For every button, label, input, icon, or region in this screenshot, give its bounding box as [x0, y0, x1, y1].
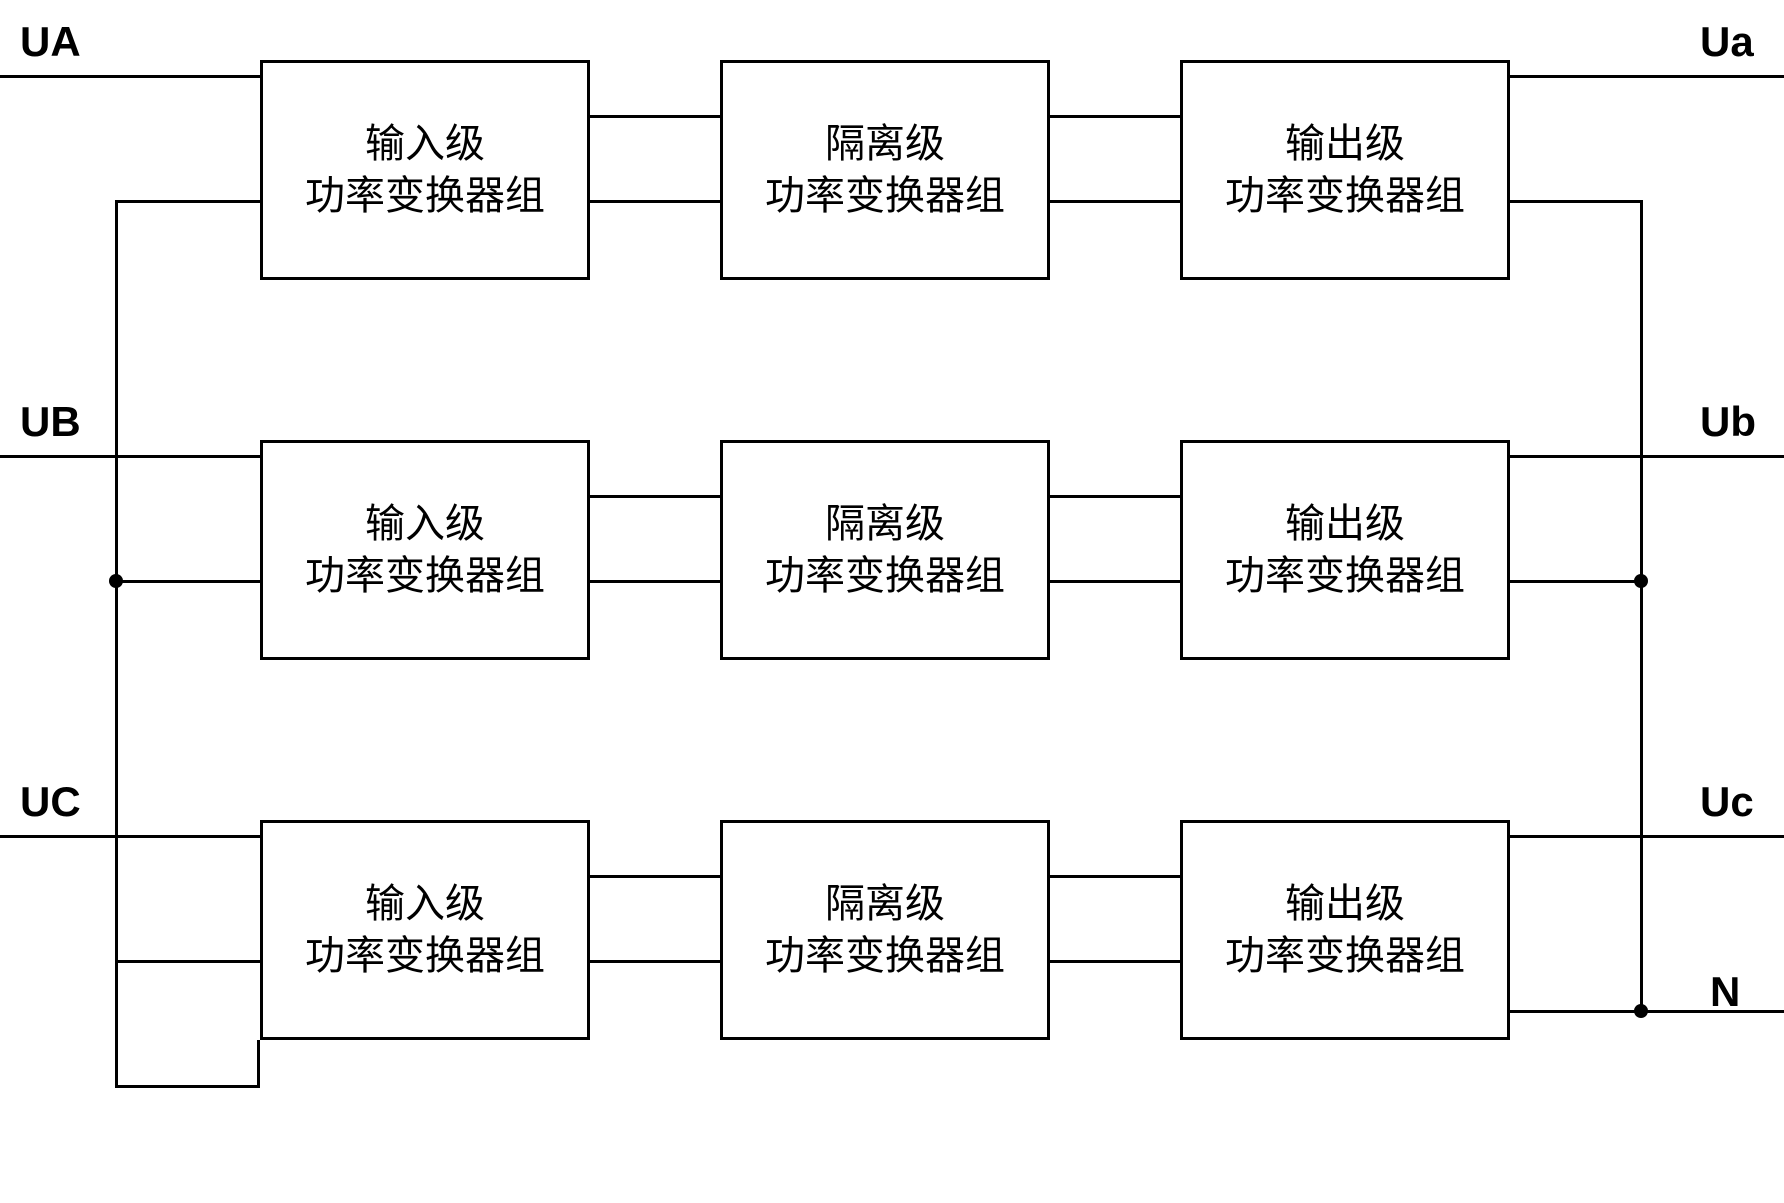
box-input-row1-line1: 输入级 [365, 118, 485, 170]
box-isolation-row1-line1: 隔离级 [825, 118, 945, 170]
line-r2-c12-top [590, 495, 720, 498]
line-UC-top [0, 835, 260, 838]
box-isolation-row3-line2: 功率变换器组 [765, 930, 1005, 982]
box-isolation-row2: 隔离级 功率变换器组 [720, 440, 1050, 660]
block-diagram: UA UB UC Ua Ub Uc N 输入级 功率变换器组 隔离级 功率变换器… [0, 0, 1784, 1203]
line-row1-left-long [115, 200, 260, 203]
label-Uc: Uc [1700, 778, 1754, 826]
line-r1-c23-top [1050, 115, 1180, 118]
line-r2-c23-bot [1050, 580, 1180, 583]
box-isolation-row2-line2: 功率变换器组 [765, 550, 1005, 602]
box-output-row1: 输出级 功率变换器组 [1180, 60, 1510, 280]
line-r3-c23-top [1050, 875, 1180, 878]
line-r1-c23-bot [1050, 200, 1180, 203]
box-output-row1-line1: 输出级 [1285, 118, 1405, 170]
line-r2-c23-top [1050, 495, 1180, 498]
label-UC: UC [20, 778, 81, 826]
box-input-row1-line2: 功率变换器组 [305, 170, 545, 222]
box-isolation-row2-line1: 隔离级 [825, 498, 945, 550]
node-right-row2 [1634, 574, 1648, 588]
box-output-row2-line1: 输出级 [1285, 498, 1405, 550]
line-row1-right-long [1510, 200, 1640, 203]
box-output-row3: 输出级 功率变换器组 [1180, 820, 1510, 1040]
box-output-row3-line2: 功率变换器组 [1225, 930, 1465, 982]
right-bus [1640, 200, 1643, 1013]
line-Ua-top [1510, 75, 1784, 78]
box-input-row3-line2: 功率变换器组 [305, 930, 545, 982]
box-input-row2-line1: 输入级 [365, 498, 485, 550]
line-r1-c12-top [590, 115, 720, 118]
left-bus-bottom-stub [257, 1040, 260, 1088]
box-input-row2-line2: 功率变换器组 [305, 550, 545, 602]
box-input-row2: 输入级 功率变换器组 [260, 440, 590, 660]
node-right-N [1634, 1004, 1648, 1018]
line-UB-top [0, 455, 260, 458]
line-r2-c12-bot [590, 580, 720, 583]
box-output-row2-line2: 功率变换器组 [1225, 550, 1465, 602]
left-bus-bottom [115, 1085, 260, 1088]
box-output-row3-line1: 输出级 [1285, 878, 1405, 930]
line-r3-c12-bot [590, 960, 720, 963]
line-Uc-top [1510, 835, 1784, 838]
box-isolation-row3: 隔离级 功率变换器组 [720, 820, 1050, 1040]
line-row2-right-long [1510, 580, 1640, 583]
line-Ub-top [1510, 455, 1784, 458]
box-input-row1: 输入级 功率变换器组 [260, 60, 590, 280]
label-N: N [1710, 968, 1740, 1016]
left-bus [115, 200, 118, 1088]
line-r3-c12-top [590, 875, 720, 878]
line-row3-left-long [115, 960, 260, 963]
label-Ua: Ua [1700, 18, 1754, 66]
line-r1-c12-bot [590, 200, 720, 203]
line-UA-top [0, 75, 260, 78]
box-output-row1-line2: 功率变换器组 [1225, 170, 1465, 222]
box-input-row3-line1: 输入级 [365, 878, 485, 930]
box-isolation-row3-line1: 隔离级 [825, 878, 945, 930]
label-Ub: Ub [1700, 398, 1756, 446]
box-output-row2: 输出级 功率变换器组 [1180, 440, 1510, 660]
box-isolation-row1: 隔离级 功率变换器组 [720, 60, 1050, 280]
label-UB: UB [20, 398, 81, 446]
label-UA: UA [20, 18, 81, 66]
line-row2-left-long [115, 580, 260, 583]
line-r3-c23-bot [1050, 960, 1180, 963]
box-input-row3: 输入级 功率变换器组 [260, 820, 590, 1040]
node-left-row2 [109, 574, 123, 588]
box-isolation-row1-line2: 功率变换器组 [765, 170, 1005, 222]
